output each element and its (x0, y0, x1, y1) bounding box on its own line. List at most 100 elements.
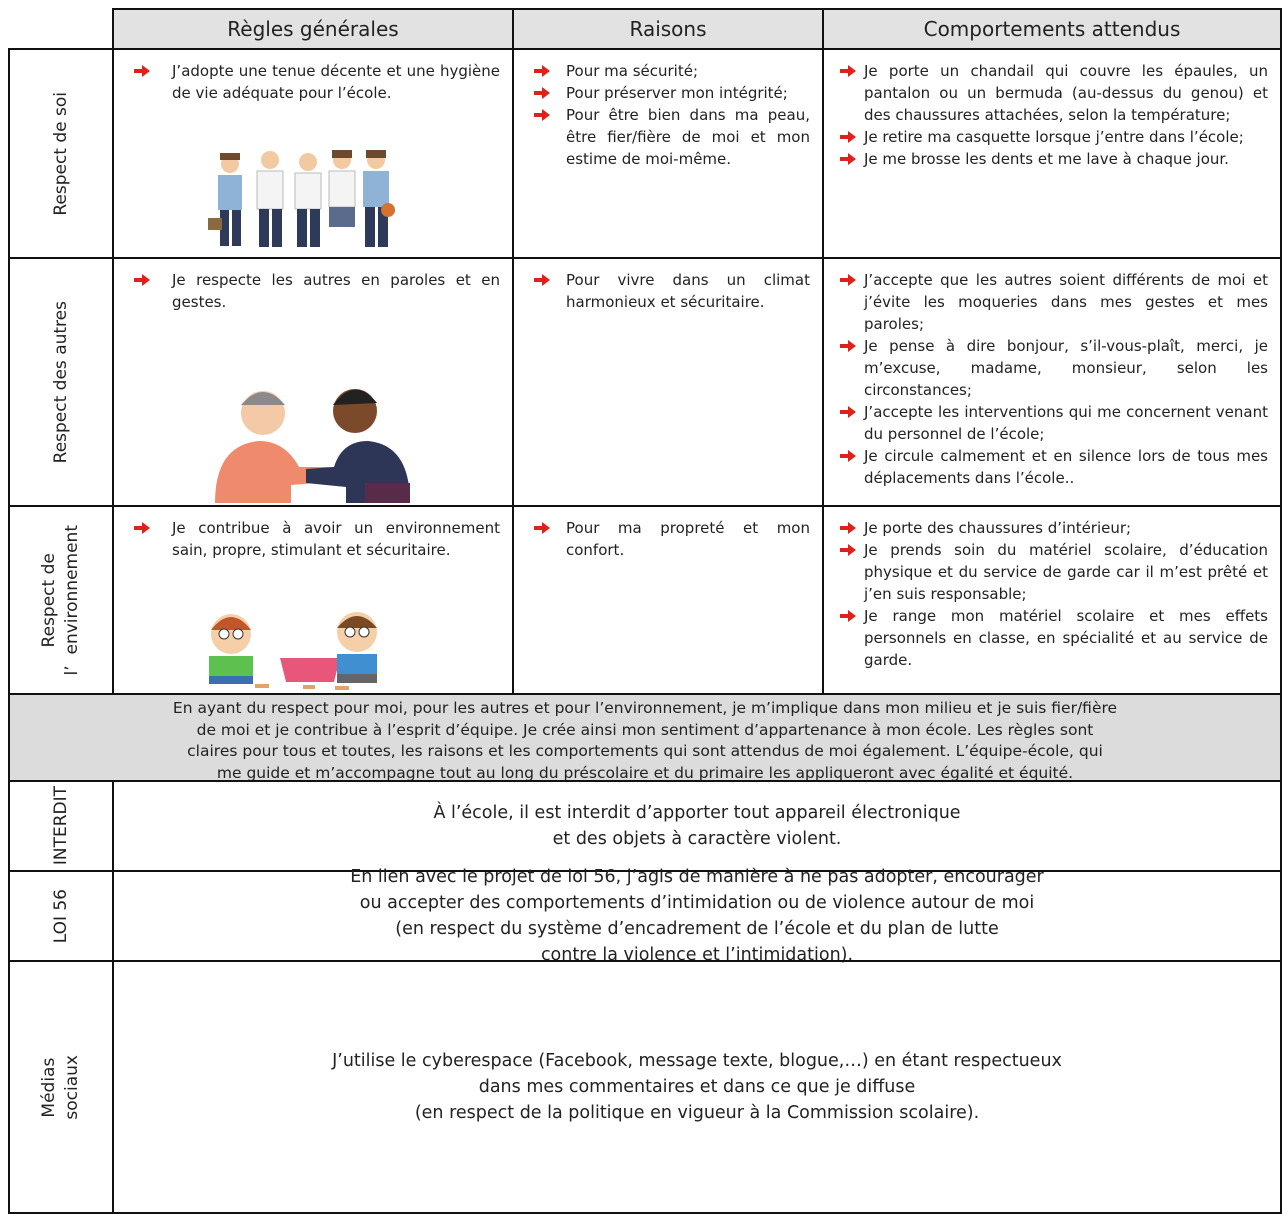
rules-item: J’adopte une tenue décente et une hygièn… (134, 60, 500, 104)
behaviors-item: Je porte un chandail qui couvre les épau… (840, 60, 1268, 126)
reasons-text: Pour vivre dans un climat harmonieux et … (566, 271, 810, 311)
behaviors-text: J’accepte les interventions qui me conce… (864, 403, 1268, 443)
rules-list: Je respecte les autres en paroles et en … (134, 269, 500, 313)
rules-list: J’adopte une tenue décente et une hygièn… (134, 60, 500, 104)
notice-label-cell: Médias sociaux (8, 960, 114, 1214)
summary-line: claires pour tous et toutes, les raisons… (187, 742, 1103, 760)
bullet-arrow (840, 450, 856, 462)
column-header: Comportements attendus (822, 8, 1282, 50)
bullet-arrow (534, 87, 550, 99)
notice-line: En lien avec le projet de loi 56, j’agis… (350, 867, 1044, 887)
notice-text: À l’école, il est interdit d’apporter to… (112, 780, 1282, 872)
notice-line: et des objets à caractère violent. (552, 829, 842, 849)
reasons-text: Pour ma propreté et mon confort. (566, 519, 810, 559)
row-label-cell: Respect des autres (8, 257, 114, 507)
behaviors-text: Je retire ma casquette lorsque j’entre d… (864, 128, 1244, 146)
rules-item: Je contribue à avoir un environnement sa… (134, 517, 500, 561)
row-label-line: Respect de (39, 552, 60, 648)
summary-line: me guide et m’accompagne tout au long du… (216, 763, 1074, 782)
behaviors-text: Je me brosse les dents et me lave à chaq… (864, 150, 1229, 168)
bullet-arrow (840, 610, 856, 622)
rules-list: Je contribue à avoir un environnement sa… (134, 517, 500, 561)
bullet-arrow (840, 544, 856, 556)
notice-label-cell: LOI 56 (8, 870, 114, 962)
behaviors-item: Je retire ma casquette lorsque j’entre d… (840, 126, 1268, 148)
row-label: Respect des autres (50, 301, 73, 463)
behaviors-cell: Je porte un chandail qui couvre les épau… (822, 48, 1282, 259)
behaviors-item: Je range mon matériel scolaire et mes ef… (840, 605, 1268, 671)
behaviors-list: J’accepte que les autres soient différen… (840, 269, 1268, 489)
notice-line: (en respect du système d’encadrement de … (395, 919, 999, 939)
behaviors-list: Je porte des chaussures d’intérieur; Je p… (840, 517, 1268, 671)
rules-text: Je contribue à avoir un environnement sa… (172, 519, 500, 559)
notice-line: dans mes commentaires et dans ce que je … (478, 1077, 916, 1097)
column-header: Règles générales (112, 8, 514, 50)
illustration-students (208, 150, 395, 247)
reasons-cell: Pour ma propreté et mon confort. (512, 505, 824, 695)
reasons-cell: Pour vivre dans un climat harmonieux et … (512, 257, 824, 507)
notice-text: En lien avec le projet de loi 56, j’agis… (112, 867, 1282, 965)
reasons-text: Pour préserver mon intégrité; (566, 84, 788, 102)
behaviors-text: Je prends soin du matériel scolaire, d’é… (864, 541, 1268, 603)
summary-line: En ayant du respect pour moi, pour les a… (172, 699, 1118, 717)
notice-label-cell: INTERDIT (8, 780, 114, 872)
reasons-list: Pour ma sécurité; Pour préserver mon inté… (534, 60, 810, 170)
summary-line: de moi et je contribue à l’esprit d’équi… (196, 720, 1094, 739)
reasons-item: Pour être bien dans ma peau, être fier/f… (534, 104, 810, 170)
illustration-children (209, 612, 377, 690)
row-label-line: INTERDIT (50, 786, 71, 866)
row-label-line: Médias (39, 1057, 60, 1117)
reasons-item: Pour préserver mon intégrité; (534, 82, 810, 104)
notice-line: À l’école, il est interdit d’apporter to… (433, 803, 961, 823)
row-label-line: l’ environnement (62, 524, 82, 676)
row-label-line: Respect de soi (50, 91, 71, 216)
row-label: Respect de l’ environnement (38, 525, 84, 675)
behaviors-item: J’accepte que les autres soient différen… (840, 269, 1268, 335)
rules-text: Je respecte les autres en paroles et en … (172, 271, 500, 311)
behaviors-cell: Je porte des chaussures d’intérieur; Je p… (822, 505, 1282, 695)
summary: En ayant du respect pour moi, pour les a… (8, 693, 1282, 782)
reasons-item: Pour ma propreté et mon confort. (534, 517, 810, 561)
row-label: INTERDIT (50, 786, 73, 865)
behaviors-item: J’accepte les interventions qui me conce… (840, 401, 1268, 445)
behaviors-text: J’accepte que les autres soient différen… (864, 271, 1268, 333)
row-label-cell: Respect de l’ environnement (8, 505, 114, 695)
reasons-text: Pour ma sécurité; (566, 62, 698, 80)
notice-line: (en respect de la politique en vigueur à… (414, 1103, 980, 1123)
behaviors-text: Je pense à dire bonjour, s’il-vous-plaît… (864, 337, 1268, 399)
bullet-arrow (534, 274, 550, 286)
bullet-arrow (840, 153, 856, 165)
behaviors-item: Je prends soin du matériel scolaire, d’é… (840, 539, 1268, 605)
bullet-arrow (840, 340, 856, 352)
column-header: Raisons (512, 8, 824, 50)
behaviors-text: Je porte un chandail qui couvre les épau… (864, 62, 1268, 124)
bullet-arrow (134, 65, 150, 77)
notice-text: J’utilise le cyberespace (Facebook, mess… (112, 960, 1282, 1214)
behaviors-list: Je porte un chandail qui couvre les épau… (840, 60, 1268, 170)
behaviors-item: Je circule calmement et en silence lors … (840, 445, 1268, 489)
behaviors-text: Je porte des chaussures d’intérieur; (864, 519, 1132, 537)
behaviors-item: Je me brosse les dents et me lave à chaq… (840, 148, 1268, 170)
row-label: Respect de soi (50, 92, 73, 216)
row-label-cell: Respect de soi (8, 48, 114, 259)
notice-line: J’utilise le cyberespace (Facebook, mess… (332, 1051, 1062, 1071)
behaviors-item: Je pense à dire bonjour, s’il-vous-plaît… (840, 335, 1268, 401)
bullet-arrow (134, 522, 150, 534)
bullet-arrow (840, 522, 856, 534)
bullet-arrow (840, 406, 856, 418)
rules-item: Je respecte les autres en paroles et en … (134, 269, 500, 313)
reasons-item: Pour vivre dans un climat harmonieux et … (534, 269, 810, 313)
bullet-arrow (840, 131, 856, 143)
row-label-line: Respect des autres (50, 300, 71, 464)
row-label: LOI 56 (50, 889, 73, 943)
behaviors-cell: J’accepte que les autres soient différen… (822, 257, 1282, 507)
behaviors-text: Je circule calmement et en silence lors … (864, 447, 1268, 487)
bullet-arrow (840, 274, 856, 286)
bullet-arrow (840, 65, 856, 77)
reasons-list: Pour ma propreté et mon confort. (534, 517, 810, 561)
behaviors-text: Je range mon matériel scolaire et mes ef… (864, 607, 1268, 669)
illustration-handshake (215, 389, 410, 503)
behaviors-item: Je porte des chaussures d’intérieur; (840, 517, 1268, 539)
reasons-item: Pour ma sécurité; (534, 60, 810, 82)
